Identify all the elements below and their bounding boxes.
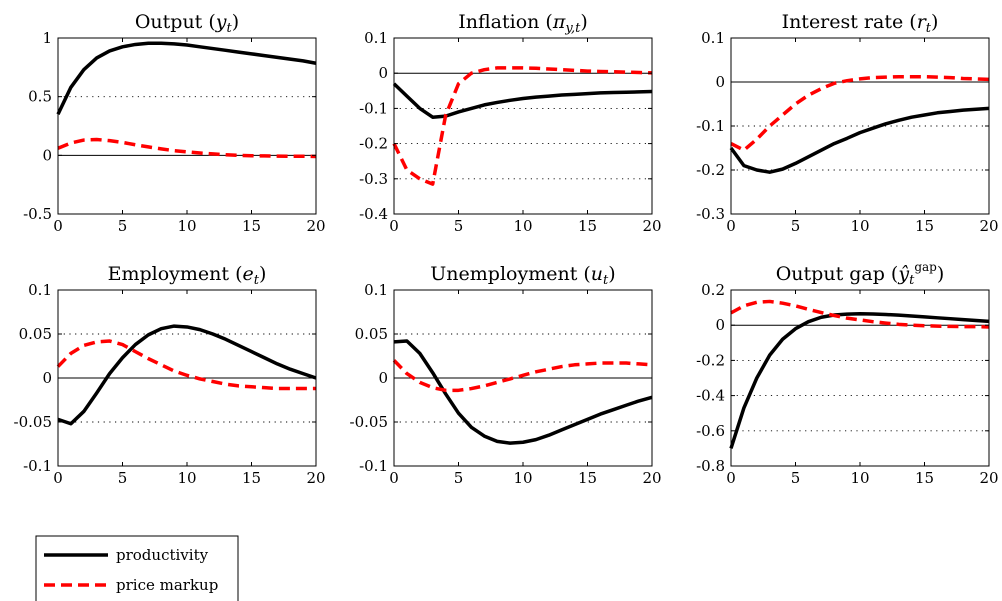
x-tick-label: 0 <box>726 469 736 487</box>
y-tick-label: 0.1 <box>28 281 52 299</box>
panel-title: Unemployment (ut) <box>430 263 615 288</box>
y-tick-label: -0.1 <box>359 457 388 475</box>
axes-box <box>730 289 990 467</box>
x-tick-label: 15 <box>242 217 261 235</box>
y-tick-label: -0.2 <box>696 351 725 369</box>
axes-box <box>730 37 990 215</box>
panel-1: Output (yt)0 5 10 15 20-0.500.51 <box>23 11 325 235</box>
x-tick-label: 5 <box>118 217 128 235</box>
y-tick-label: -0.8 <box>696 457 725 475</box>
y-tick-label: 0.5 <box>28 88 52 106</box>
panel-3: Interest rate (rt) 0 5 10 15 20 -0.3 -0.2 -0.1 0 0… <box>696 11 998 235</box>
y-tick-label: 0 <box>42 369 52 387</box>
legend: productivity price markup <box>35 535 239 601</box>
panel-title: Employment (et) <box>108 263 267 288</box>
x-tick-label: 5 <box>454 217 464 235</box>
y-tick-label: 0.05 <box>355 325 388 343</box>
y-tick-label: 0 <box>378 369 388 387</box>
y-tick-label: -0.05 <box>14 413 52 431</box>
x-tick-label: 5 <box>454 469 464 487</box>
y-tick-label: -0.3 <box>359 170 388 188</box>
y-tick-label: 0.1 <box>364 281 388 299</box>
y-tick-label: -0.2 <box>696 161 725 179</box>
y-tick-label: 0.2 <box>701 281 725 299</box>
y-tick-label: -0.2 <box>359 135 388 153</box>
x-tick-label: 10 <box>850 217 869 235</box>
series-line-productivity <box>729 106 990 174</box>
series-line-price-markup <box>56 339 316 391</box>
series-line-price-markup <box>392 66 653 186</box>
x-tick-label: 15 <box>915 469 934 487</box>
x-tick-label: 10 <box>177 469 196 487</box>
y-tick-label: 0 <box>378 64 388 82</box>
x-tick-label: 15 <box>242 469 261 487</box>
x-tick-label: 0 <box>389 469 399 487</box>
y-tick-label: 0 <box>42 146 52 164</box>
legend-box <box>35 535 239 601</box>
x-tick-label: 10 <box>850 469 869 487</box>
x-tick-label: 15 <box>578 469 597 487</box>
x-tick-label: 20 <box>306 217 325 235</box>
series-line-productivity <box>57 324 317 426</box>
x-tick-label: 20 <box>979 469 998 487</box>
y-tick-label: -0.6 <box>696 422 725 440</box>
series-line-productivity <box>56 41 317 116</box>
series-line-price-markup <box>730 74 990 152</box>
y-tick-label: -0.1 <box>23 457 52 475</box>
x-tick-label: 5 <box>118 469 128 487</box>
x-tick-label: 0 <box>53 469 63 487</box>
y-tick-label: 0.1 <box>364 29 388 47</box>
x-tick-label: 0 <box>389 217 399 235</box>
x-tick-label: 20 <box>642 469 661 487</box>
y-tick-label: -0.3 <box>696 205 725 223</box>
y-tick-label: 1 <box>42 29 52 47</box>
y-tick-label: -0.4 <box>696 387 725 405</box>
axes-box <box>393 37 653 215</box>
x-tick-label: 15 <box>915 217 934 235</box>
panel-2: Inflation (πy,t) 0 5 10 15 20 -0.4 -0.3 -0.2 -0.1… <box>359 11 661 235</box>
x-tick-label: 0 <box>726 217 736 235</box>
panel-6: Output gap (ŷtgap) 0 5 10 15 20 -0.8 -0.6 -0.4 -0… <box>696 260 998 487</box>
legend-label-productivity: productivity <box>116 546 209 564</box>
x-tick-label: 5 <box>791 469 801 487</box>
panel-title: Interest rate (rt) <box>782 11 939 36</box>
x-tick-label: 0 <box>53 217 63 235</box>
y-tick-label: -0.5 <box>23 205 52 223</box>
series-line-productivity <box>729 312 990 449</box>
x-tick-label: 10 <box>177 217 196 235</box>
series-line-productivity <box>393 339 653 445</box>
x-tick-label: 15 <box>578 217 597 235</box>
x-tick-label: 10 <box>513 469 532 487</box>
panel-4: Employment (et) 0 5 10 15 20 -0.1 -0.05 0 0.05 0.1 <box>14 263 326 487</box>
y-tick-label: 0.05 <box>19 325 52 343</box>
panel-title: Output (yt) <box>135 11 239 36</box>
x-tick-label: 20 <box>979 217 998 235</box>
series-line-price-markup <box>392 359 653 393</box>
y-tick-label: 0 <box>715 316 725 334</box>
y-tick-label: 0.1 <box>701 29 725 47</box>
panel-title: Output gap (ŷtgap) <box>776 260 945 288</box>
y-tick-label: -0.1 <box>359 99 388 117</box>
y-tick-label: -0.1 <box>696 117 725 135</box>
series-line-productivity <box>392 82 653 119</box>
x-tick-label: 20 <box>642 217 661 235</box>
panel-title: Inflation (πy,t) <box>458 11 588 36</box>
x-tick-label: 10 <box>513 217 532 235</box>
x-tick-label: 5 <box>791 217 801 235</box>
y-tick-label: -0.4 <box>359 205 388 223</box>
series-line-price-markup <box>57 137 317 159</box>
panel-5: Unemployment (ut) 0 5 10 15 20 -0.1 -0.05 0 0.05 0… <box>350 263 662 487</box>
y-tick-label: 0 <box>715 73 725 91</box>
legend-label-price-markup: price markup <box>116 576 218 594</box>
axes-box <box>57 37 317 215</box>
x-tick-label: 20 <box>306 469 325 487</box>
y-tick-label: -0.05 <box>350 413 388 431</box>
